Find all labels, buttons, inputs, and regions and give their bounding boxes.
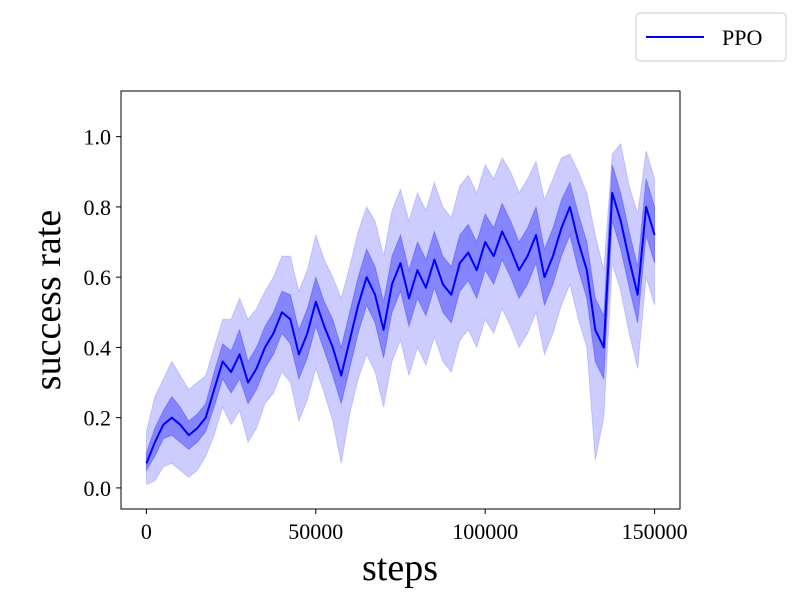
x-tick-label: 50000: [288, 519, 343, 544]
x-tick-label: 100000: [452, 519, 518, 544]
outer-band-area: [145, 142, 656, 486]
y-tick-label: 0.4: [84, 335, 112, 360]
series-line-group: [145, 191, 656, 464]
y-tick-label: 0.2: [84, 406, 112, 431]
legend-box: [635, 12, 787, 62]
y-tick-label: 0.8: [84, 195, 112, 220]
inner-confidence-band: [145, 164, 656, 473]
series-line-ppo: [145, 191, 656, 464]
plot-area: [145, 142, 656, 486]
x-axis-label: steps: [362, 547, 438, 589]
y-axis-ticks: 0.0 0.2 0.4 0.6 0.8 1.0: [84, 125, 121, 501]
axes-frame: [120, 90, 681, 510]
y-axis-label: success rate: [27, 210, 69, 390]
y-tick-label: 1.0: [84, 125, 112, 150]
x-tick-label: 150000: [622, 519, 688, 544]
y-tick-label: 0.6: [84, 265, 112, 290]
y-tick-label: 0.0: [84, 476, 112, 501]
legend-label-ppo: PPO: [722, 25, 762, 50]
x-axis-ticks: 0 50000 100000 150000: [141, 509, 688, 544]
outer-confidence-band: [145, 142, 656, 486]
x-tick-label: 0: [141, 519, 152, 544]
legend: PPO: [635, 12, 787, 62]
inner-band-area: [145, 164, 656, 473]
